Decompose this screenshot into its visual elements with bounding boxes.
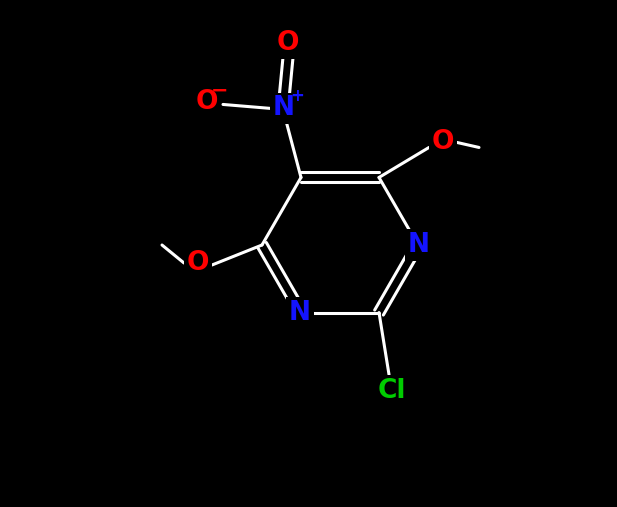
Text: O: O <box>277 30 299 56</box>
Text: O: O <box>196 89 218 116</box>
Text: N: N <box>408 232 430 258</box>
Text: N: N <box>273 95 295 122</box>
Text: Cl: Cl <box>378 378 406 404</box>
Text: +: + <box>290 87 304 105</box>
Text: −: − <box>211 81 229 100</box>
Text: O: O <box>187 250 209 276</box>
Text: O: O <box>432 129 454 156</box>
Text: N: N <box>289 300 311 325</box>
